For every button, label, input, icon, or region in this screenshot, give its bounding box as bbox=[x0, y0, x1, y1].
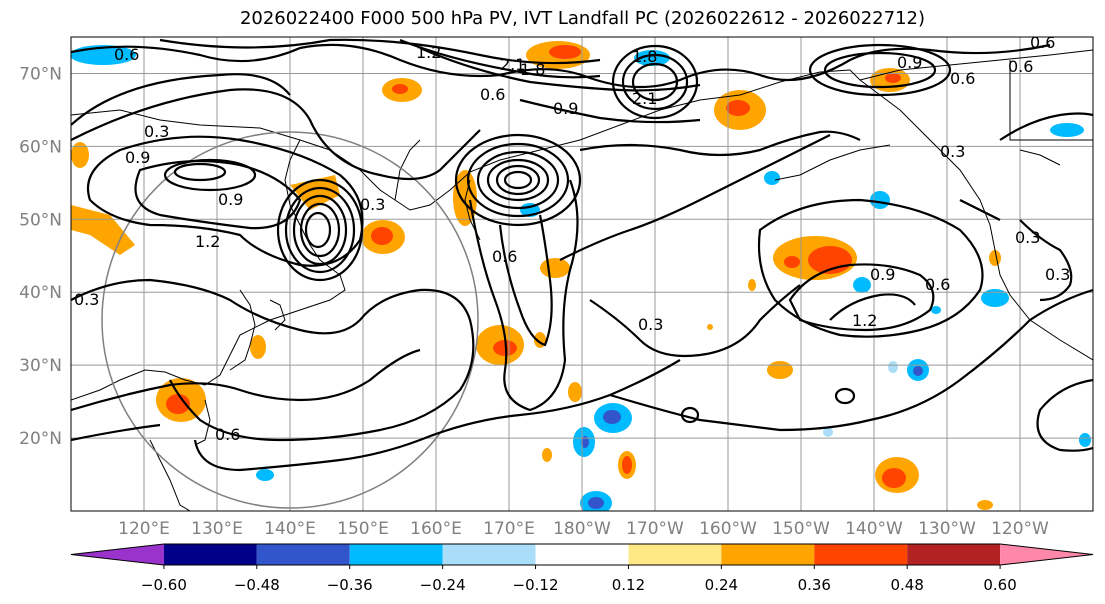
longitude-label: 160°W bbox=[699, 519, 757, 539]
contour-label: 0.3 bbox=[144, 122, 169, 141]
colorbar-swatch bbox=[628, 544, 722, 565]
contour-label: 0.3 bbox=[940, 142, 965, 161]
contour-label: 0.9 bbox=[125, 148, 150, 167]
colorbar-swatch bbox=[907, 544, 1001, 565]
latitude-label: 70°N bbox=[19, 64, 62, 84]
distance-ring bbox=[101, 131, 479, 509]
map-frame bbox=[70, 36, 1094, 512]
colorbar-tick-label: 0.12 bbox=[612, 576, 645, 594]
contour-label: 2.1 bbox=[632, 89, 657, 108]
contour-label: 0.3 bbox=[638, 315, 663, 334]
contour-label: 0.9 bbox=[218, 190, 243, 209]
colorbar-tick-label: 0.48 bbox=[890, 576, 923, 594]
contour-label: 1.2 bbox=[416, 43, 441, 62]
contour-label: 0.3 bbox=[1045, 265, 1070, 284]
map-content: 0.6 1.2 1.8 2.1 1.8 0.6 0.9 2.1 0.9 0.6 … bbox=[71, 33, 1093, 511]
longitude-label: 150°E bbox=[337, 519, 389, 539]
coastlines bbox=[71, 49, 1093, 511]
latitude-label: 40°N bbox=[19, 283, 62, 303]
contour-label: 0.6 bbox=[1030, 33, 1055, 52]
colorbar-swatch bbox=[71, 544, 164, 565]
colorbar-swatch bbox=[163, 544, 257, 565]
longitude-label: 120°W bbox=[991, 519, 1049, 539]
colorbar-tick-label: −0.12 bbox=[513, 576, 559, 594]
latitude-label: 20°N bbox=[19, 429, 62, 449]
colorbar-swatch bbox=[814, 544, 908, 565]
contour-label: 0.6 bbox=[114, 45, 139, 64]
colorbar: −0.60 −0.48 −0.36 −0.24 −0.12 0.12 0.24 0.36 0.4… bbox=[70, 543, 1094, 594]
colorbar-tick-label: 0.24 bbox=[705, 576, 738, 594]
latitude-labels: 70°N 60°N 50°N 40°N 30°N 20°N bbox=[19, 64, 62, 449]
longitude-label: 180°W bbox=[553, 519, 611, 539]
longitude-label: 160°E bbox=[410, 519, 462, 539]
longitude-label: 120°E bbox=[118, 519, 170, 539]
longitude-label: 170°E bbox=[483, 519, 535, 539]
contour-label: 0.3 bbox=[74, 290, 99, 309]
longitude-label: 130°W bbox=[918, 519, 976, 539]
colorbar-swatch bbox=[721, 544, 815, 565]
negative-anomaly-regions bbox=[71, 45, 1091, 511]
contour-label: 0.6 bbox=[925, 275, 950, 294]
longitude-label: 140°E bbox=[264, 519, 316, 539]
colorbar-swatch bbox=[1000, 544, 1093, 565]
contour-label: 0.6 bbox=[480, 85, 505, 104]
colorbar-tick-label: −0.48 bbox=[234, 576, 280, 594]
longitude-label: 130°E bbox=[191, 519, 243, 539]
contour-label: 0.3 bbox=[1015, 228, 1040, 247]
colorbar-tick-label: 0.36 bbox=[798, 576, 831, 594]
latitude-label: 50°N bbox=[19, 210, 62, 230]
longitude-label: 170°W bbox=[626, 519, 684, 539]
contour-label: 1.8 bbox=[632, 47, 657, 66]
latitude-label: 30°N bbox=[19, 356, 62, 376]
contour-label: 0.9 bbox=[897, 53, 922, 72]
colorbar-tick-label: −0.24 bbox=[420, 576, 466, 594]
map-title: 2026022400 F000 500 hPa PV, IVT Landfall… bbox=[239, 8, 926, 29]
colorbar-tick-label: 0.60 bbox=[983, 576, 1016, 594]
colorbar-swatch bbox=[256, 544, 350, 565]
pc-shading bbox=[71, 41, 1091, 511]
contour-label: 0.9 bbox=[870, 265, 895, 284]
longitude-label: 140°W bbox=[845, 519, 903, 539]
contour-label: 0.9 bbox=[553, 99, 578, 118]
contour-label: 1.2 bbox=[195, 232, 220, 251]
pv-contours bbox=[71, 38, 1093, 472]
longitude-labels: 120°E 130°E 140°E 150°E 160°E 170°E 180°W 170°W… bbox=[118, 519, 1049, 539]
latitude-label: 60°N bbox=[19, 137, 62, 157]
colorbar-tick-label: −0.60 bbox=[141, 576, 187, 594]
longitude-label: 150°W bbox=[772, 519, 830, 539]
colorbar-swatch bbox=[349, 544, 443, 565]
contour-labels: 0.6 1.2 1.8 2.1 1.8 0.6 0.9 2.1 0.9 0.6 … bbox=[74, 33, 1070, 444]
colorbar-swatch bbox=[442, 544, 536, 565]
contour-label: 0.6 bbox=[950, 69, 975, 88]
colorbar-tick-label: −0.36 bbox=[327, 576, 373, 594]
contour-label: 0.6 bbox=[492, 247, 517, 266]
contour-label: 0.6 bbox=[1008, 57, 1033, 76]
colorbar-swatch bbox=[535, 544, 629, 565]
contour-label: 1.8 bbox=[520, 60, 545, 79]
contour-label: 0.6 bbox=[215, 425, 240, 444]
contour-label: 1.2 bbox=[852, 311, 877, 330]
contour-label: 2.1 bbox=[500, 55, 525, 74]
contour-label: 0.3 bbox=[360, 195, 385, 214]
positive-anomaly-regions bbox=[71, 41, 1001, 510]
